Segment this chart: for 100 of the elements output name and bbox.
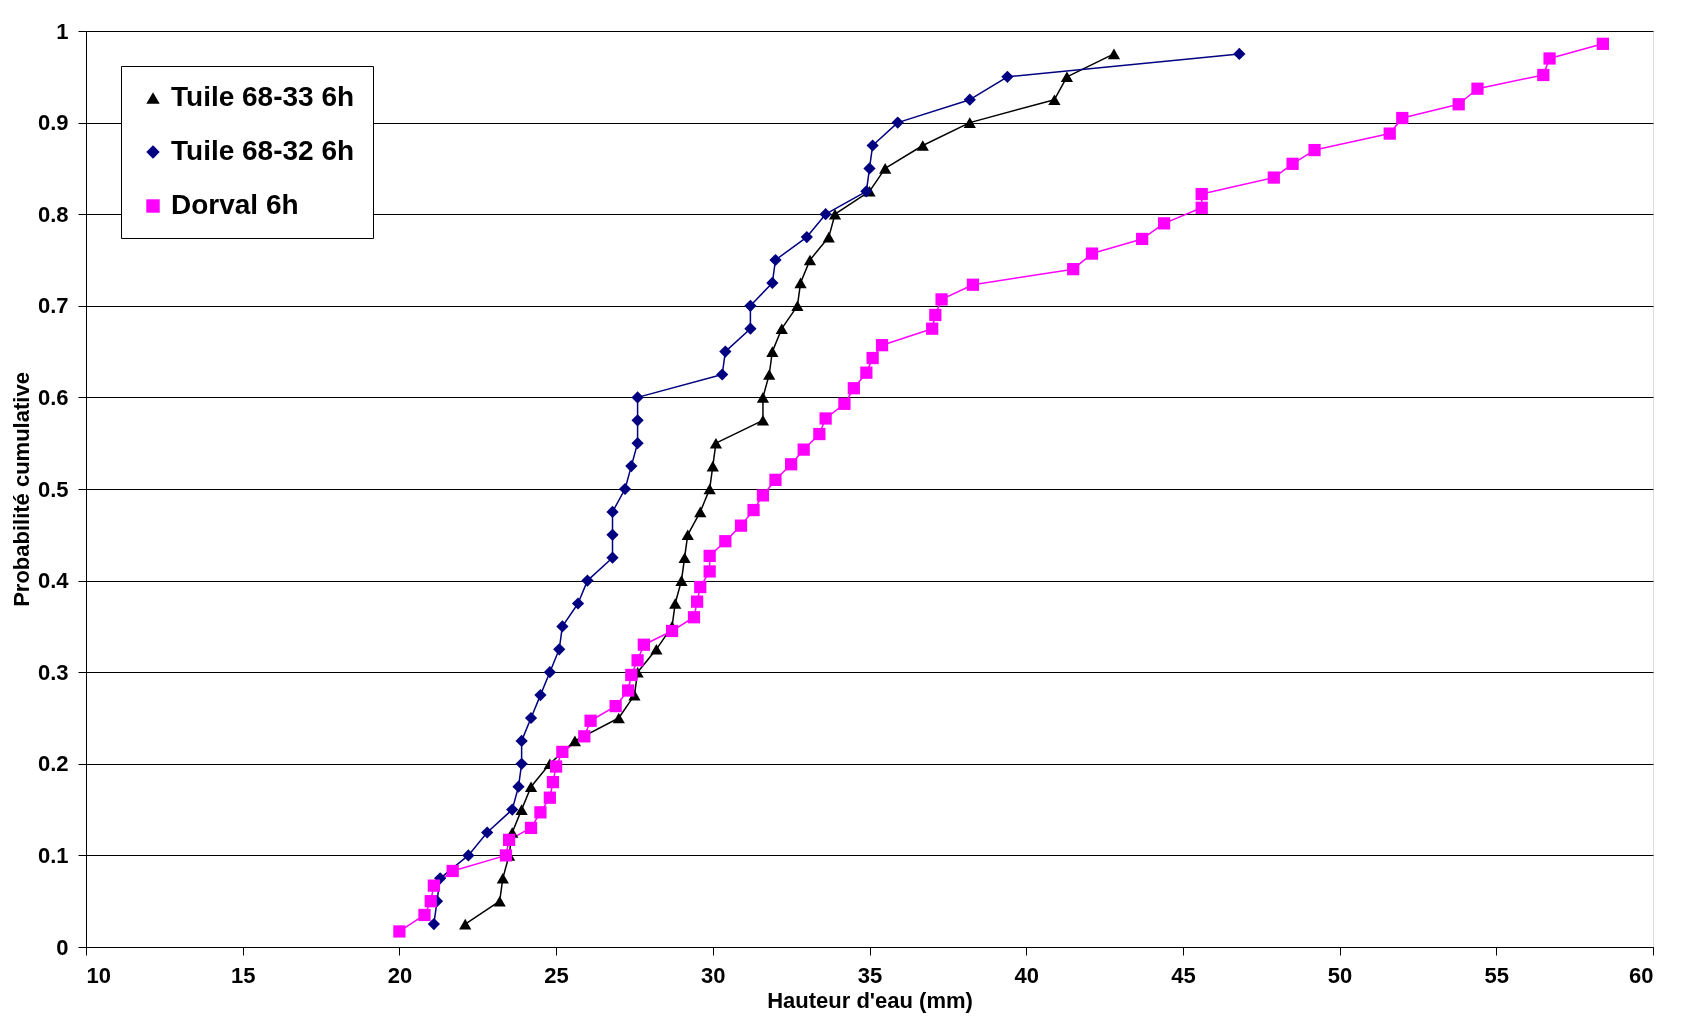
point [534,806,547,819]
point [481,826,494,839]
point [524,711,538,725]
legend-label: Dorval 6h [171,189,299,220]
point [694,580,707,594]
x-tick-label: 25 [544,962,569,988]
point [813,427,826,441]
point [625,459,638,473]
y-tick-label: 0.3 [37,659,69,685]
point [703,549,716,562]
point [631,391,644,404]
point [1060,71,1074,83]
point [622,684,635,697]
point [1396,111,1409,125]
point [819,412,832,425]
y-axis-title: Probabilité cumulative [8,372,34,607]
point [393,925,406,938]
point [766,276,779,290]
point [719,535,732,548]
point [963,117,976,128]
point [1383,127,1396,140]
point [524,781,538,792]
point [427,917,440,931]
y-tick-label: 0.2 [37,751,69,777]
point [631,414,644,427]
legend-label: Tuile 68-33 6h [171,81,355,112]
point [675,575,688,586]
point [568,735,582,747]
point [1286,157,1299,170]
point [681,529,694,541]
point [691,595,704,608]
point [1233,47,1246,61]
point [756,392,770,403]
y-tick-label: 0.5 [37,476,69,502]
y-tick-label: 0.6 [37,384,69,410]
x-tick-label: 50 [1327,962,1353,988]
point [578,730,591,743]
point [1596,37,1609,50]
y-tick-label: 0.1 [37,842,69,868]
y-tick-label: 0.4 [37,568,70,594]
point [1537,68,1550,82]
point [891,116,904,129]
point [665,624,679,638]
point [863,162,876,175]
point [1048,94,1061,105]
x-tick-label: 55 [1484,962,1510,988]
point [556,620,569,633]
point [963,93,976,106]
point [534,688,547,702]
point [794,277,807,289]
point [584,714,597,727]
point [549,760,563,773]
point [637,638,650,651]
point [756,489,770,502]
point [618,482,632,496]
point [785,458,798,471]
point [650,644,663,655]
point [543,791,556,804]
point [766,346,779,357]
point [800,230,813,244]
point [822,231,835,243]
point [1267,171,1280,184]
point [493,895,506,907]
point [515,757,528,770]
point [502,833,516,846]
x-tick-label: 60 [1629,962,1654,988]
point [916,140,929,151]
point [775,323,788,334]
point [734,519,748,532]
point [791,300,804,312]
x-tick-label: 45 [1171,962,1196,988]
point [606,528,619,541]
point [556,745,569,759]
point [571,597,585,610]
x-tick-label: 40 [1014,962,1039,988]
y-tick-label: 0.7 [37,293,69,319]
x-axis-title: Hauteur d'eau (mm) [767,987,973,1013]
point [669,598,682,609]
point [462,849,475,862]
point [1195,201,1208,214]
y-tick-label: 0 [56,934,69,960]
point [703,483,716,495]
point [819,208,832,221]
point [769,473,782,486]
point [1452,98,1465,111]
point [606,505,619,519]
point [581,574,594,587]
point [612,712,625,724]
point [706,460,719,472]
point [935,293,948,306]
point [1107,48,1121,60]
x-tick-label: 30 [701,962,726,988]
point [625,668,638,682]
point [418,908,431,922]
point [1157,217,1171,230]
point [459,918,472,930]
point [875,339,889,352]
point [543,666,556,679]
point [1136,232,1149,246]
point [631,654,644,667]
